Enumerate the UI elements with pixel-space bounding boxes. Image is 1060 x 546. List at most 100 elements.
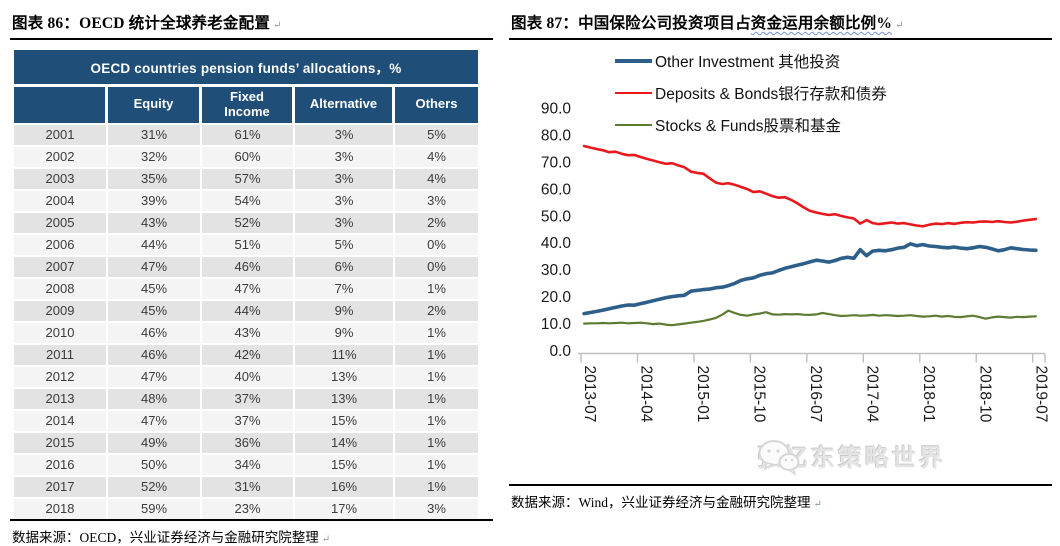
table-cell: 34%	[202, 452, 295, 475]
table-row: 2012 47% 40% 13% 1%	[14, 364, 478, 387]
y-axis-tick-label: 30.0	[541, 262, 572, 279]
y-axis-tick-label: 60.0	[541, 181, 572, 198]
figure-87-title-wavy: 资金运用余额比例%	[750, 15, 893, 32]
table-row: 2003 35% 57% 3% 4%	[14, 166, 478, 189]
table-cell: 47%	[108, 254, 202, 277]
table-cell: 23%	[202, 496, 295, 519]
table-cell: 45%	[108, 298, 202, 321]
series-line	[582, 242, 1038, 316]
table-cell: 2009	[14, 298, 108, 321]
table-cell: 46%	[202, 254, 295, 277]
chart-legend: Other Investment 其他投资 Deposits & Bonds银行存…	[615, 50, 887, 136]
table-column-header: Equity	[108, 87, 202, 123]
x-axis-tick-label: 2018-01	[920, 366, 937, 423]
table-column-header: Fixed Income	[202, 87, 295, 123]
table-row: 2007 47% 46% 6% 0%	[14, 254, 478, 277]
y-axis-tick-label: 40.0	[541, 235, 572, 252]
table-cell: 52%	[202, 210, 295, 233]
table-cell: 1%	[395, 276, 478, 299]
x-axis-tick-label: 2018-10	[976, 366, 993, 423]
table-row: 2002 32% 60% 3% 4%	[14, 144, 478, 167]
table-column-header	[14, 87, 108, 123]
table-cell: 42%	[202, 342, 295, 365]
table-cell: 2015	[14, 430, 108, 453]
table-cell: 32%	[108, 144, 202, 167]
table-row: 2017 52% 31% 16% 1%	[14, 474, 478, 497]
table-cell: 2004	[14, 188, 108, 211]
x-axis-tick-label: 2019-07	[1033, 366, 1048, 423]
table-cell: 44%	[108, 232, 202, 255]
insurance-allocation-chart: 0.0 10.0 20.0 30.0 40.0 50.0 60.0 70.0 80.0 90.0 2…	[509, 42, 1052, 476]
x-axis-tick-label: 2016-07	[807, 366, 824, 423]
table-cell: 7%	[295, 276, 395, 299]
table-cell: 2012	[14, 364, 108, 387]
figure-86-title-text: 图表 86：OECD 统计全球养老金配置	[12, 15, 271, 32]
table-cell: 9%	[295, 320, 395, 343]
table-cell: 54%	[202, 188, 295, 211]
table-cell: 2018	[14, 496, 108, 519]
table-cell: 43%	[202, 320, 295, 343]
table-cell: 9%	[295, 298, 395, 321]
table-cell: 15%	[295, 452, 395, 475]
table-cell: 2006	[14, 232, 108, 255]
table-cell: 1%	[395, 364, 478, 387]
table-column-header: Others	[395, 87, 478, 123]
y-axis-tick-label: 90.0	[541, 101, 572, 118]
legend-label: Deposits & Bonds银行存款和债券	[655, 86, 887, 103]
table-cell: 16%	[295, 474, 395, 497]
y-axis-tick-label: 10.0	[541, 316, 572, 333]
table-cell: 51%	[202, 232, 295, 255]
table-cell: 11%	[295, 342, 395, 365]
table-cell: 47%	[108, 408, 202, 431]
table-cell: 17%	[295, 496, 395, 519]
table-cell: 50%	[108, 452, 202, 475]
y-axis-tick-label: 50.0	[541, 208, 572, 225]
table-cell: 57%	[202, 166, 295, 189]
legend-item: Stocks & Funds股票和基金	[615, 114, 887, 136]
table-cell: 3%	[295, 166, 395, 189]
table-cell: 2013	[14, 386, 108, 409]
table-row: 2001 31% 61% 3% 5%	[14, 122, 478, 145]
table-cell: 46%	[108, 320, 202, 343]
table-cell: 5%	[295, 232, 395, 255]
x-axis-tick-label: 2014-04	[637, 366, 654, 423]
table-cell: 3%	[295, 188, 395, 211]
line-chart-canvas: 0.0 10.0 20.0 30.0 40.0 50.0 60.0 70.0 80.0 90.0 2…	[541, 101, 1048, 423]
table-cell: 45%	[108, 276, 202, 299]
table-cell: 2002	[14, 144, 108, 167]
table-cell: 1%	[395, 408, 478, 431]
figure-86-title: 图表 86：OECD 统计全球养老金配置 ↵	[10, 8, 493, 40]
return-mark: ↵	[813, 499, 822, 510]
table-cell: 47%	[108, 364, 202, 387]
table-cell: 3%	[295, 144, 395, 167]
oecd-pension-table: OECD countries pension funds’ allocation…	[14, 50, 478, 519]
table-cell: 31%	[108, 122, 202, 145]
report-figures-page: 图表 86：OECD 统计全球养老金配置 ↵ OECD countries pen…	[10, 8, 1052, 545]
table-cell: 13%	[295, 386, 395, 409]
table-cell: 2%	[395, 298, 478, 321]
table-cell: 4%	[395, 144, 478, 167]
y-axis-tick-label: 0.0	[549, 343, 571, 360]
table-cell: 37%	[202, 386, 295, 409]
table-row: 2009 45% 44% 9% 2%	[14, 298, 478, 321]
legend-line-swatch	[615, 91, 652, 95]
return-mark: ↵	[321, 533, 331, 545]
table-cell: 2017	[14, 474, 108, 497]
table-cell: 48%	[108, 386, 202, 409]
table-cell: 52%	[108, 474, 202, 497]
table-row: 2005 43% 52% 3% 2%	[14, 210, 478, 233]
figure-87-title: 图表 87：中国保险公司投资项目占资金运用余额比例% ↵	[509, 8, 1052, 40]
x-axis-tick-label: 2017-04	[863, 366, 880, 423]
table-cell: 36%	[202, 430, 295, 453]
table-body: 2001 31% 61% 3% 5% 2002 32% 60% 3% 4% 2003 35% 57% 3%…	[14, 122, 478, 519]
table-cell: 61%	[202, 122, 295, 145]
table-cell: 2008	[14, 276, 108, 299]
table-cell: 2014	[14, 408, 108, 431]
table-row: 2010 46% 43% 9% 1%	[14, 320, 478, 343]
table-cell: 6%	[295, 254, 395, 277]
table-cell: 2005	[14, 210, 108, 233]
table-cell: 2003	[14, 166, 108, 189]
table-cell: 31%	[202, 474, 295, 497]
table-cell: 49%	[108, 430, 202, 453]
legend-line-swatch	[615, 59, 652, 63]
